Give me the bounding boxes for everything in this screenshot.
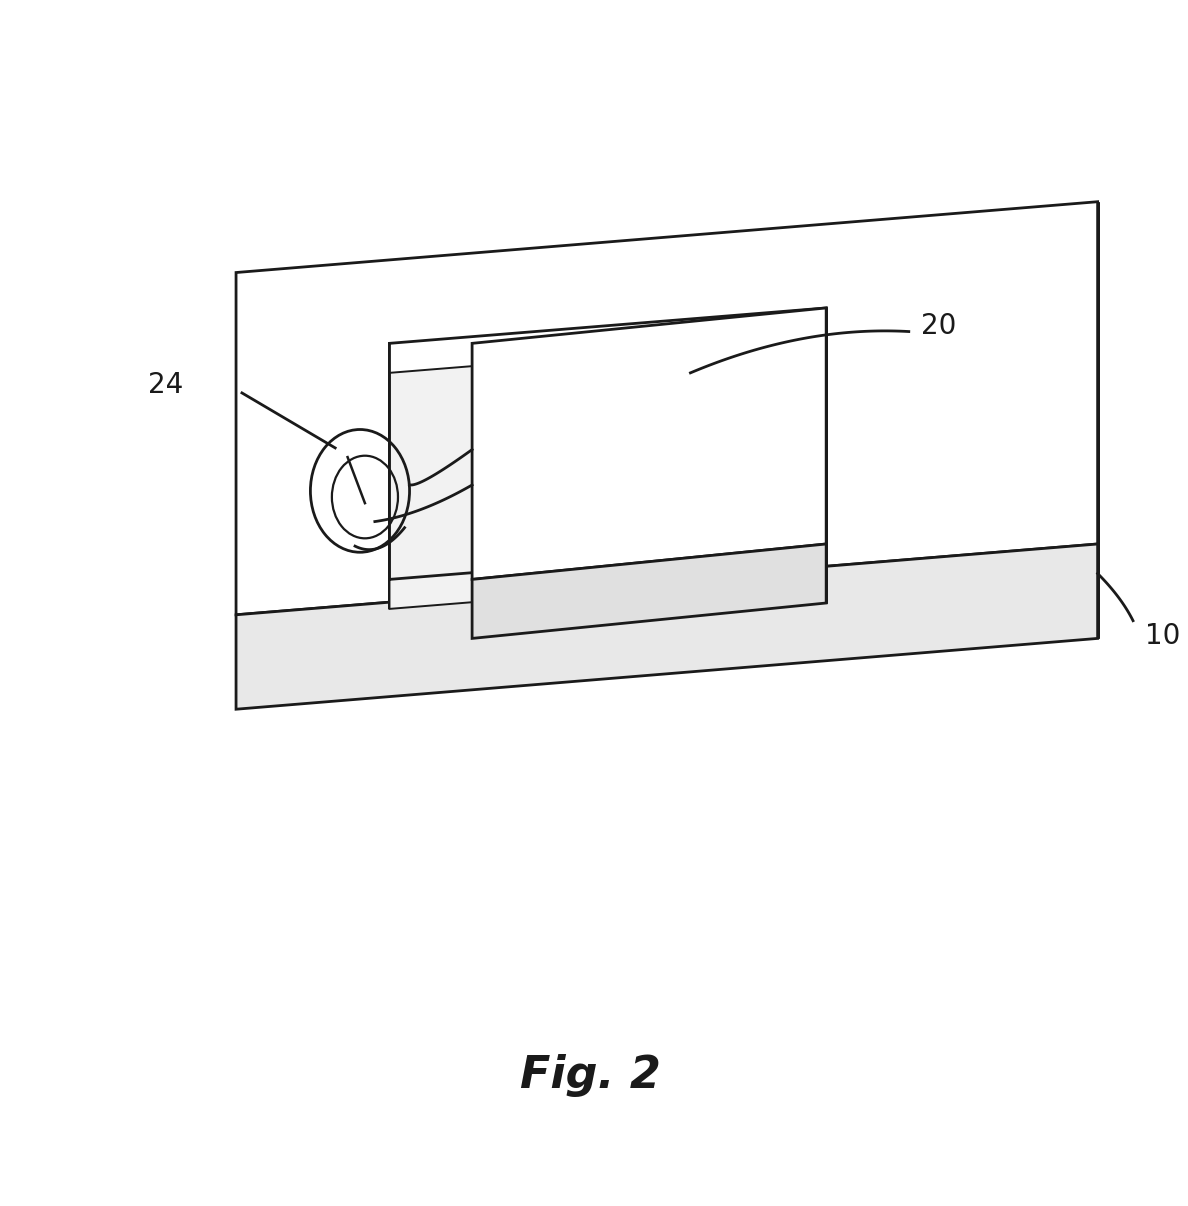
Polygon shape bbox=[390, 338, 826, 609]
Polygon shape bbox=[472, 308, 826, 579]
Text: 24: 24 bbox=[147, 370, 183, 399]
Polygon shape bbox=[236, 201, 1098, 615]
Text: Fig. 2: Fig. 2 bbox=[519, 1054, 661, 1096]
Text: 20: 20 bbox=[921, 311, 956, 340]
Polygon shape bbox=[236, 544, 1098, 709]
Polygon shape bbox=[472, 544, 826, 638]
Text: 10: 10 bbox=[1145, 622, 1180, 650]
